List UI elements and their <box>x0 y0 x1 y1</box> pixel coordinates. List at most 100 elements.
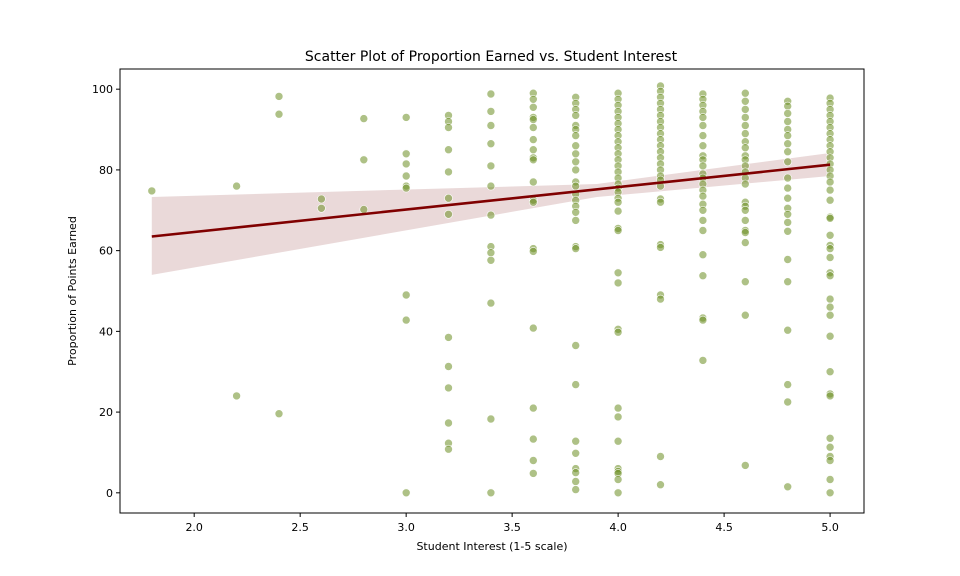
data-point <box>825 310 835 320</box>
data-point <box>825 177 835 187</box>
data-point <box>444 333 453 342</box>
data-point <box>825 214 835 223</box>
data-point <box>528 115 538 124</box>
data-point <box>317 204 326 213</box>
data-point <box>698 271 708 281</box>
data-point <box>401 488 411 498</box>
data-point <box>147 186 157 196</box>
data-point <box>825 331 835 341</box>
data-point <box>528 155 538 165</box>
y-axis: 0 20 40 60 80 100 <box>92 83 120 500</box>
data-point <box>825 244 835 253</box>
data-point <box>740 310 750 320</box>
data-point <box>401 315 411 325</box>
data-point <box>613 206 623 216</box>
data-point <box>783 101 793 111</box>
data-point <box>444 193 453 203</box>
data-point <box>444 418 453 428</box>
data-point <box>486 89 496 99</box>
data-point <box>571 111 581 120</box>
x-tick-label: 2.5 <box>291 521 309 534</box>
y-tick-label: 0 <box>106 487 113 500</box>
data-point <box>783 157 793 167</box>
data-point <box>783 131 793 140</box>
data-point <box>359 114 369 123</box>
data-point <box>444 123 453 132</box>
data-point <box>571 165 581 175</box>
data-point <box>571 157 581 167</box>
data-point <box>528 197 538 207</box>
data-point <box>486 414 496 424</box>
data-point <box>528 434 538 444</box>
data-point <box>571 468 581 477</box>
data-point <box>740 105 750 114</box>
data-point <box>825 442 835 452</box>
data-point <box>444 383 453 393</box>
data-point <box>613 327 623 337</box>
data-point <box>698 356 708 365</box>
x-tick-label: 2.0 <box>185 521 203 534</box>
data-point <box>613 197 623 207</box>
data-point <box>444 145 453 154</box>
data-point <box>613 475 623 484</box>
data-point <box>274 92 284 101</box>
data-point <box>783 210 793 219</box>
data-point <box>401 183 411 193</box>
y-tick-label: 20 <box>99 406 113 419</box>
data-point <box>528 323 538 333</box>
data-point <box>698 206 708 215</box>
data-point <box>783 380 793 389</box>
data-point <box>740 97 750 106</box>
regression-line <box>151 163 831 238</box>
data-point <box>444 167 453 177</box>
data-point <box>740 228 750 237</box>
data-point <box>613 403 623 413</box>
data-point <box>486 298 496 308</box>
data-point <box>232 391 241 401</box>
data-point <box>571 485 581 494</box>
x-tick-label: 4.0 <box>609 521 627 534</box>
data-point <box>486 121 496 130</box>
data-point <box>825 475 835 484</box>
chart-title: Scatter Plot of Proportion Earned vs. St… <box>305 49 678 65</box>
data-point <box>528 403 538 413</box>
data-point <box>571 141 581 150</box>
data-point <box>825 294 835 304</box>
data-point <box>698 226 708 235</box>
data-points-layer <box>147 81 835 498</box>
data-point <box>740 88 750 98</box>
x-axis-label: Student Interest (1-5 scale) <box>416 540 567 553</box>
data-point <box>444 362 453 371</box>
data-point <box>783 397 793 407</box>
data-point <box>740 216 750 225</box>
data-point <box>783 255 793 264</box>
data-point <box>783 482 793 492</box>
data-point <box>825 253 835 262</box>
data-point <box>825 231 835 240</box>
data-point <box>783 277 793 287</box>
x-tick-label: 5.0 <box>821 521 839 534</box>
data-point <box>571 131 581 140</box>
data-point <box>444 210 453 219</box>
y-tick-label: 80 <box>99 164 113 177</box>
data-point <box>613 488 623 498</box>
data-point <box>359 155 369 165</box>
data-point <box>486 181 496 191</box>
data-point <box>698 250 708 259</box>
data-point <box>698 315 708 325</box>
data-point <box>274 109 284 119</box>
data-point <box>656 243 665 252</box>
data-point <box>825 185 835 195</box>
regression-line-layer <box>151 163 831 238</box>
data-point <box>783 139 793 148</box>
data-point <box>486 161 496 171</box>
data-point <box>698 161 708 171</box>
y-tick-label: 40 <box>99 325 113 338</box>
data-point <box>698 141 708 150</box>
data-point <box>698 216 708 225</box>
data-point <box>528 103 538 112</box>
data-point <box>783 173 793 183</box>
data-point <box>740 277 750 287</box>
